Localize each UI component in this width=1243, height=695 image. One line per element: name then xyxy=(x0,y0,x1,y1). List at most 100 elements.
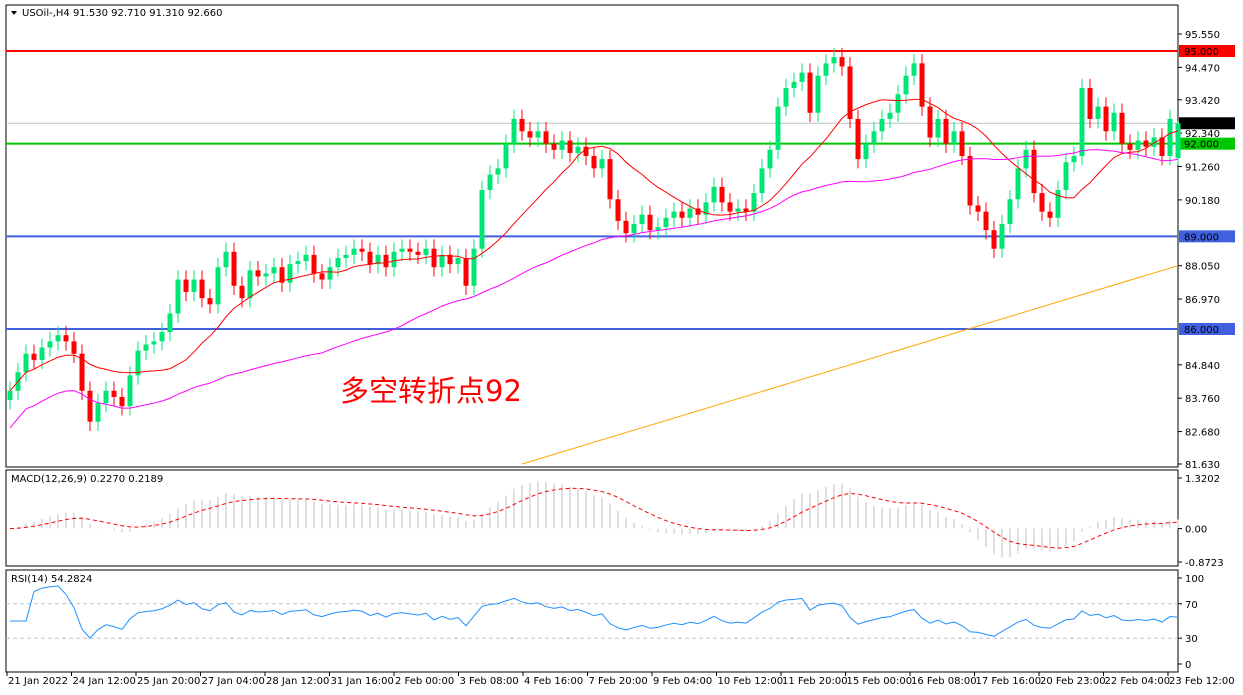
candle-body xyxy=(527,131,533,138)
candle-body xyxy=(1063,162,1069,190)
candle-body xyxy=(239,285,245,299)
rsi-title: RSI(14) 54.2824 xyxy=(11,574,92,585)
candle-body xyxy=(735,208,741,212)
candle-body xyxy=(7,390,13,401)
macd-panel xyxy=(5,469,1179,567)
candle-body xyxy=(79,353,85,391)
price-level-badge xyxy=(1179,323,1235,336)
candle-body xyxy=(775,106,781,150)
rsi-tick-label: 0 xyxy=(1185,660,1191,671)
candle-body xyxy=(1031,149,1037,194)
candle-body xyxy=(215,267,221,305)
candle-body xyxy=(631,223,637,234)
candle-body xyxy=(103,390,109,404)
candle-body xyxy=(935,118,941,138)
candle-body xyxy=(927,106,933,138)
candle-body xyxy=(519,118,525,132)
candle-body xyxy=(111,390,117,397)
candle-body xyxy=(1095,106,1101,119)
candle-body xyxy=(911,63,917,76)
candle-body xyxy=(839,57,845,67)
candle-body xyxy=(759,168,765,194)
y-tick-label: 81.630 xyxy=(1185,460,1220,471)
candle-body xyxy=(823,63,829,76)
candle-body xyxy=(1039,193,1045,212)
candle-body xyxy=(575,146,581,153)
candle-body xyxy=(847,66,853,119)
candle-body xyxy=(815,75,821,113)
candle-body xyxy=(415,251,421,255)
candle-body xyxy=(599,159,605,169)
candle-body xyxy=(199,279,205,299)
candle-body xyxy=(639,214,645,224)
x-tick-label: 2 Feb 00:00 xyxy=(395,676,454,687)
candle-body xyxy=(791,81,797,89)
x-tick-label: 25 Jan 20:00 xyxy=(137,676,200,687)
candle-body xyxy=(391,251,397,268)
candle-body xyxy=(583,146,589,157)
candle-body xyxy=(1087,88,1093,119)
ma-mid-line xyxy=(9,149,1179,429)
x-tick-label: 9 Feb 04:00 xyxy=(653,676,712,687)
candle-body xyxy=(63,335,69,342)
candle-body xyxy=(159,332,165,342)
candle-body xyxy=(463,257,469,286)
candle-body xyxy=(783,88,789,107)
candle-body xyxy=(279,267,285,283)
y-tick-label: 93.420 xyxy=(1185,96,1220,107)
candle-body xyxy=(991,230,997,249)
candle-body xyxy=(1167,118,1173,157)
rsi-tick-label: 100 xyxy=(1185,574,1204,585)
candle-body xyxy=(975,205,981,212)
candle-body xyxy=(87,390,93,422)
candle-body xyxy=(567,140,573,153)
y-tick-label: 92.340 xyxy=(1185,129,1220,140)
candle-body xyxy=(607,159,613,200)
candle-body xyxy=(655,227,661,231)
candle-body xyxy=(647,214,653,231)
candle-body xyxy=(719,186,725,203)
rsi-tick-label: 30 xyxy=(1185,634,1198,645)
ma-slow-line xyxy=(521,265,1179,465)
candle-body xyxy=(919,63,925,107)
candle-body xyxy=(39,347,45,360)
candle-body xyxy=(1159,137,1165,157)
candle-body xyxy=(303,254,309,262)
rsi-tick-label: 70 xyxy=(1185,600,1198,611)
candle-body xyxy=(151,341,157,345)
x-tick-label: 27 Jan 04:00 xyxy=(202,676,265,687)
macd-title: MACD(12,26,9) 0.2270 0.2189 xyxy=(11,474,163,485)
price-level-badge xyxy=(1179,230,1235,243)
candle-body xyxy=(879,118,885,132)
candle-body xyxy=(887,112,893,119)
candle-body xyxy=(471,248,477,286)
x-tick-label: 23 Feb 12:00 xyxy=(1169,676,1235,687)
candle-body xyxy=(1079,88,1085,157)
price-level-label: 89.000 xyxy=(1184,232,1219,243)
candle-body xyxy=(703,202,709,215)
y-tick-label: 86.970 xyxy=(1185,295,1220,306)
candle-body xyxy=(1143,140,1149,147)
ma-fast-line xyxy=(9,98,1179,392)
current-price-badge xyxy=(1179,117,1235,130)
x-tick-label: 20 Feb 23:00 xyxy=(1040,676,1106,687)
x-tick-label: 4 Feb 16:00 xyxy=(524,676,583,687)
macd-signal-line xyxy=(9,487,1179,549)
candle-body xyxy=(1023,149,1029,169)
macd-tick-label: 0.00 xyxy=(1185,525,1207,536)
price-level-label: 95.000 xyxy=(1184,47,1219,58)
price-level-badge xyxy=(1179,137,1235,150)
x-tick-label: 15 Feb 00:00 xyxy=(847,676,913,687)
candle-body xyxy=(455,257,461,265)
candle-body xyxy=(23,353,29,373)
price-level-label: 92.000 xyxy=(1184,140,1219,151)
macd-tick-label: 1.3202 xyxy=(1185,474,1220,485)
candle-body xyxy=(31,353,37,360)
candle-body xyxy=(967,156,973,206)
candle-body xyxy=(1071,156,1077,163)
candle-body xyxy=(727,202,733,212)
candle-body xyxy=(439,254,445,268)
x-tick-label: 7 Feb 20:00 xyxy=(589,676,648,687)
